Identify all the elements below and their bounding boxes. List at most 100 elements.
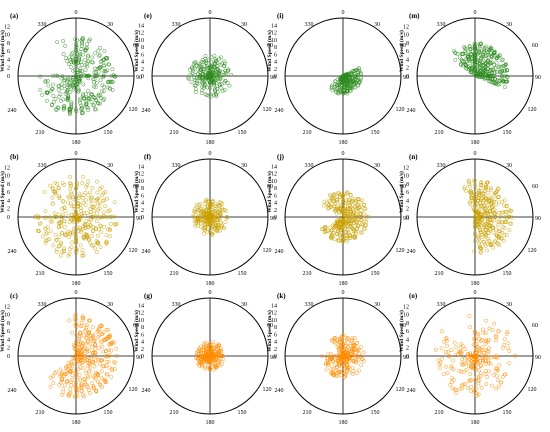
direction-label-180: 180 [72, 281, 81, 287]
wind-data-point [94, 372, 99, 376]
y-axis-label: Wind Speed (m/s) [133, 171, 140, 213]
wind-data-point [458, 345, 463, 350]
wind-data-point [67, 234, 72, 239]
wind-data-point [100, 83, 105, 88]
wind-data-point [336, 206, 341, 211]
wind-data-point [358, 214, 363, 219]
wind-data-point [75, 204, 80, 209]
wind-data-point [343, 81, 348, 86]
wind-data-point [502, 337, 507, 342]
wind-data-point [87, 369, 92, 374]
wind-data-point [107, 86, 112, 91]
wind-data-point [106, 62, 111, 67]
wind-data-point [441, 372, 446, 377]
direction-label-150: 150 [503, 130, 512, 136]
wind-data-point [203, 83, 208, 88]
wind-data-point [74, 59, 79, 64]
radial-tick-label: 6 [274, 193, 277, 199]
wind-data-point [92, 80, 97, 85]
wind-data-point [206, 227, 210, 232]
radial-tick-label: 2 [7, 207, 10, 213]
radial-tick-label: 14 [271, 164, 277, 170]
wind-data-point [74, 212, 79, 217]
wind-data-point [76, 367, 81, 372]
wind-data-point [68, 64, 73, 69]
wind-data-point [72, 67, 77, 72]
wind-data-point [38, 221, 43, 226]
radial-tick-label: 2 [406, 66, 409, 72]
wind-data-point [74, 183, 79, 188]
wind-data-point [65, 98, 70, 103]
radial-tick-label: 6 [406, 190, 409, 196]
y-axis-label: Wind Speed (m/s) [398, 30, 405, 72]
wind-data-point [66, 253, 71, 258]
wind-data-point [348, 76, 353, 81]
wind-data-point [465, 359, 470, 364]
radial-tick-label: 6 [274, 52, 277, 58]
wind-data-point [79, 230, 84, 235]
wind-data-point [73, 237, 78, 242]
wind-data-point [218, 77, 223, 81]
wind-data-point [102, 69, 107, 74]
wind-data-point [85, 385, 90, 390]
wind-data-point [101, 210, 106, 215]
radial-tick-label: 14 [138, 164, 144, 170]
radial-tick-label: 8 [141, 325, 144, 331]
wind-data-point [71, 368, 76, 373]
wind-data-point [83, 190, 88, 195]
wind-data-point [93, 357, 98, 362]
wind-data-point [78, 228, 83, 233]
direction-label-0: 0 [75, 290, 78, 296]
wind-data-point [473, 185, 478, 190]
direction-label-60: 60 [267, 323, 273, 329]
wind-data-point [493, 66, 498, 71]
wind-data-point [199, 362, 204, 367]
wind-data-point [457, 55, 462, 60]
wind-data-point [91, 353, 96, 358]
wind-data-point [190, 65, 195, 70]
wind-data-point [208, 92, 213, 97]
wind-data-point [366, 214, 371, 219]
wind-data-point [83, 198, 88, 203]
radial-tick-label: 8 [141, 186, 144, 192]
wind-data-point [222, 64, 227, 69]
wind-data-point [196, 207, 201, 212]
panel-label: (k) [277, 292, 286, 300]
wind-data-point [74, 38, 79, 43]
y-axis-label: Wind Speed (m/s) [0, 171, 6, 213]
direction-label-210: 210 [36, 410, 45, 416]
wind-data-point [465, 385, 470, 390]
wind-data-point [79, 214, 84, 219]
wind-data-point [505, 329, 510, 334]
wind-data-point [73, 48, 78, 53]
direction-label-180: 180 [72, 420, 81, 426]
wind-data-point [90, 195, 94, 200]
wind-data-point [333, 79, 338, 84]
direction-label-120: 120 [129, 248, 138, 254]
wind-data-point [199, 91, 204, 95]
wind-data-point [37, 221, 42, 226]
wind-data-point [344, 239, 349, 244]
wind-data-point [58, 92, 63, 97]
wind-data-point [217, 56, 222, 61]
wind-data-point [110, 80, 115, 85]
wind-data-point [333, 201, 337, 206]
wind-data-point [98, 93, 103, 98]
radial-tick-label: 12 [138, 31, 144, 37]
wind-data-point [59, 240, 64, 245]
wind-data-point [106, 80, 111, 85]
wind-data-point [73, 380, 78, 385]
wind-data-point [199, 68, 204, 73]
wind-data-point [203, 349, 208, 354]
radial-tick-label: 14 [138, 303, 144, 309]
wind-data-point [81, 92, 86, 97]
direction-label-60: 60 [133, 43, 139, 49]
radial-tick-label: 12 [4, 304, 10, 310]
wind-data-point [80, 195, 85, 200]
wind-data-point [62, 246, 67, 251]
wind-data-point [69, 359, 74, 364]
direction-label-60: 60 [532, 43, 538, 49]
wind-data-point [358, 218, 363, 222]
direction-label-330: 330 [437, 163, 446, 169]
wind-data-point [323, 225, 328, 230]
